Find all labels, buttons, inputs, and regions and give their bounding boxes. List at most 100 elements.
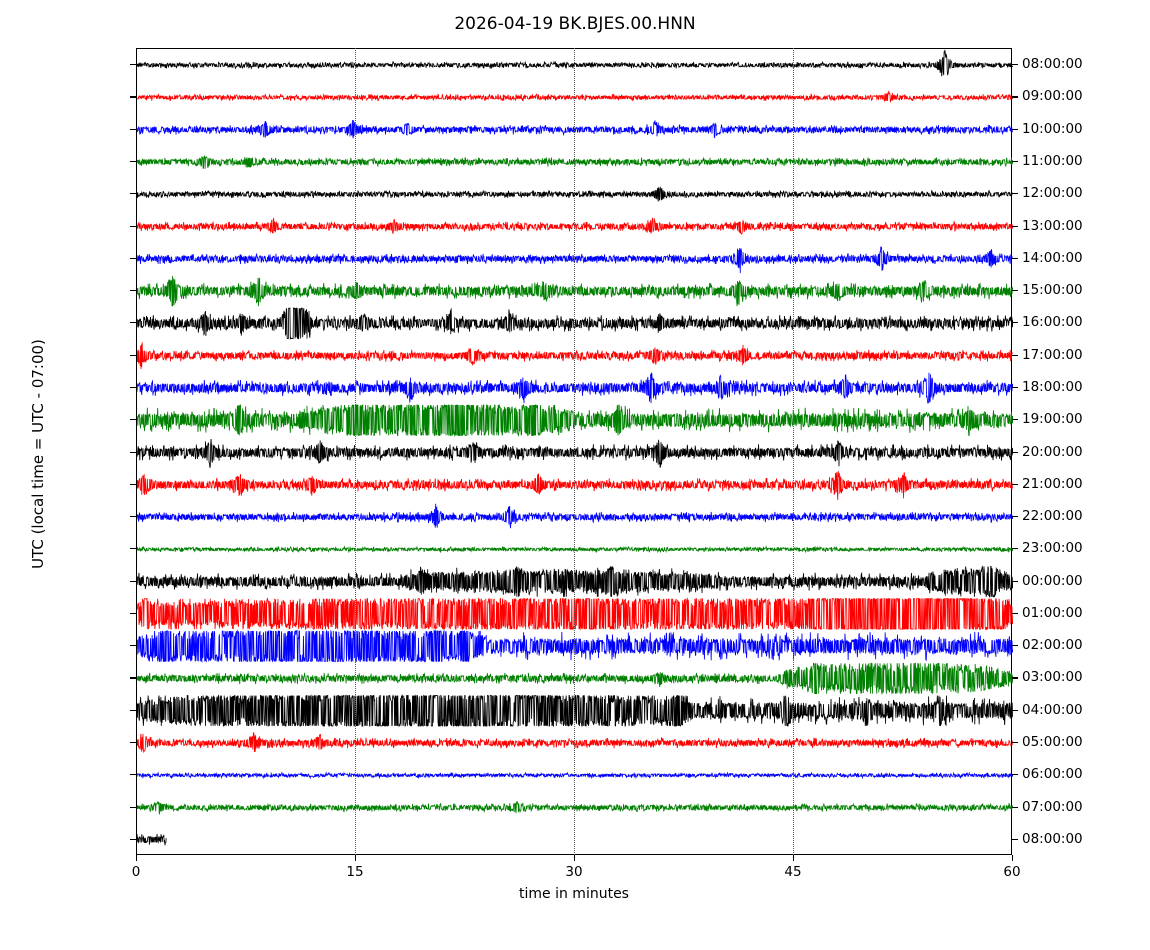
y-tick-mark-left-7: [130, 290, 136, 292]
trace-050000: [137, 771, 1013, 780]
y-tick-mark-right-0: [1012, 64, 1018, 66]
y-tick-mark-left-23: [130, 806, 136, 808]
y-tick-mark-right-14: [1012, 516, 1018, 518]
trace-110000: [137, 186, 1013, 202]
trace-180000: [137, 403, 1013, 438]
y-tick-right-14: 22:00:00: [1022, 508, 1083, 525]
x-tick-label-30: 30: [565, 864, 583, 880]
y-tick-mark-right-16: [1012, 580, 1018, 582]
y-tick-mark-left-1: [130, 96, 136, 98]
x-tick-label-15: 15: [346, 864, 364, 880]
seismogram-traces: [137, 49, 1013, 846]
y-tick-mark-left-5: [130, 225, 136, 227]
y-tick-mark-left-20: [130, 709, 136, 711]
trace-130000: [137, 246, 1013, 274]
trace-190000: [137, 439, 1013, 468]
y-tick-right-1: 09:00:00: [1022, 88, 1083, 105]
trace-090000: [137, 120, 1013, 139]
y-tick-right-13: 21:00:00: [1022, 475, 1083, 492]
y-tick-right-9: 17:00:00: [1022, 346, 1083, 363]
y-tick-mark-right-17: [1012, 612, 1018, 614]
trace-230000: [137, 565, 1013, 598]
y-axis-label: UTC (local time = UTC - 07:00): [29, 339, 47, 569]
y-tick-mark-right-11: [1012, 419, 1018, 421]
y-tick-right-6: 14:00:00: [1022, 249, 1083, 266]
x-tick-mark-15: [355, 855, 357, 861]
y-tick-mark-right-20: [1012, 709, 1018, 711]
trace-160000: [137, 342, 1013, 370]
y-tick-mark-right-8: [1012, 322, 1018, 324]
y-tick-mark-right-4: [1012, 193, 1018, 195]
trace-020000: [137, 662, 1013, 696]
y-tick-right-7: 15:00:00: [1022, 282, 1083, 299]
y-tick-right-22: 06:00:00: [1022, 766, 1083, 783]
trace-060000: [137, 800, 1013, 815]
y-tick-mark-right-2: [1012, 128, 1018, 130]
x-tick-mark-45: [793, 855, 795, 861]
y-tick-right-8: 16:00:00: [1022, 314, 1083, 331]
y-tick-mark-right-24: [1012, 838, 1018, 840]
y-tick-mark-right-12: [1012, 451, 1018, 453]
trace-070000: [137, 833, 167, 846]
y-tick-mark-right-5: [1012, 225, 1018, 227]
trace-010000: [137, 629, 1013, 663]
y-tick-mark-right-13: [1012, 483, 1018, 485]
trace-140000: [137, 275, 1013, 307]
trace-030000: [137, 694, 1013, 728]
trace-040000: [137, 732, 1013, 754]
y-tick-right-15: 23:00:00: [1022, 540, 1083, 557]
y-tick-right-24: 08:00:00: [1022, 830, 1083, 847]
x-tick-mark-30: [574, 855, 576, 861]
y-tick-mark-left-21: [130, 742, 136, 744]
y-tick-mark-right-23: [1012, 806, 1018, 808]
y-tick-mark-left-8: [130, 322, 136, 324]
x-tick-label-60: 60: [1003, 864, 1021, 880]
trace-120000: [137, 217, 1013, 235]
y-tick-right-5: 13:00:00: [1022, 217, 1083, 234]
y-tick-right-21: 05:00:00: [1022, 734, 1083, 751]
y-tick-right-3: 11:00:00: [1022, 152, 1083, 169]
plot-area: [136, 48, 1013, 855]
y-tick-mark-right-9: [1012, 354, 1018, 356]
y-tick-mark-left-4: [130, 193, 136, 195]
y-tick-right-18: 02:00:00: [1022, 637, 1083, 654]
y-tick-right-2: 10:00:00: [1022, 120, 1083, 137]
y-tick-mark-right-3: [1012, 160, 1018, 163]
y-tick-right-17: 01:00:00: [1022, 604, 1083, 621]
y-tick-mark-left-24: [130, 838, 136, 840]
trace-210000: [137, 503, 1013, 529]
y-tick-right-0: 08:00:00: [1022, 56, 1083, 73]
trace-080000: [137, 90, 1013, 103]
y-tick-mark-right-19: [1012, 677, 1018, 679]
y-tick-right-20: 04:00:00: [1022, 701, 1083, 718]
y-tick-right-19: 03:00:00: [1022, 669, 1083, 686]
trace-220000: [137, 545, 1013, 554]
y-tick-mark-left-18: [130, 645, 136, 647]
x-tick-label-45: 45: [784, 864, 802, 880]
y-tick-mark-left-15: [130, 548, 136, 550]
y-tick-right-16: 00:00:00: [1022, 572, 1083, 589]
trace-070000: [137, 49, 1013, 77]
y-tick-mark-left-9: [130, 354, 136, 356]
y-tick-mark-left-12: [130, 451, 136, 453]
y-tick-right-23: 07:00:00: [1022, 798, 1083, 815]
y-tick-mark-left-10: [130, 386, 136, 389]
y-tick-mark-left-19: [130, 677, 136, 679]
y-tick-mark-left-2: [130, 128, 136, 130]
y-tick-right-11: 19:00:00: [1022, 411, 1083, 428]
x-tick-mark-60: [1012, 855, 1014, 861]
y-tick-mark-right-7: [1012, 290, 1018, 292]
y-tick-mark-right-1: [1012, 96, 1018, 98]
trace-000000: [137, 597, 1013, 631]
y-tick-mark-left-16: [130, 580, 136, 582]
gridline-15min: [355, 48, 357, 855]
trace-100000: [137, 155, 1013, 169]
y-tick-right-4: 12:00:00: [1022, 185, 1083, 202]
x-axis-label: time in minutes: [519, 886, 629, 902]
y-tick-right-10: 18:00:00: [1022, 378, 1083, 395]
y-tick-mark-right-21: [1012, 742, 1018, 744]
trace-150000: [137, 307, 1013, 341]
x-tick-label-0: 0: [131, 864, 141, 880]
y-tick-mark-left-14: [130, 516, 136, 518]
